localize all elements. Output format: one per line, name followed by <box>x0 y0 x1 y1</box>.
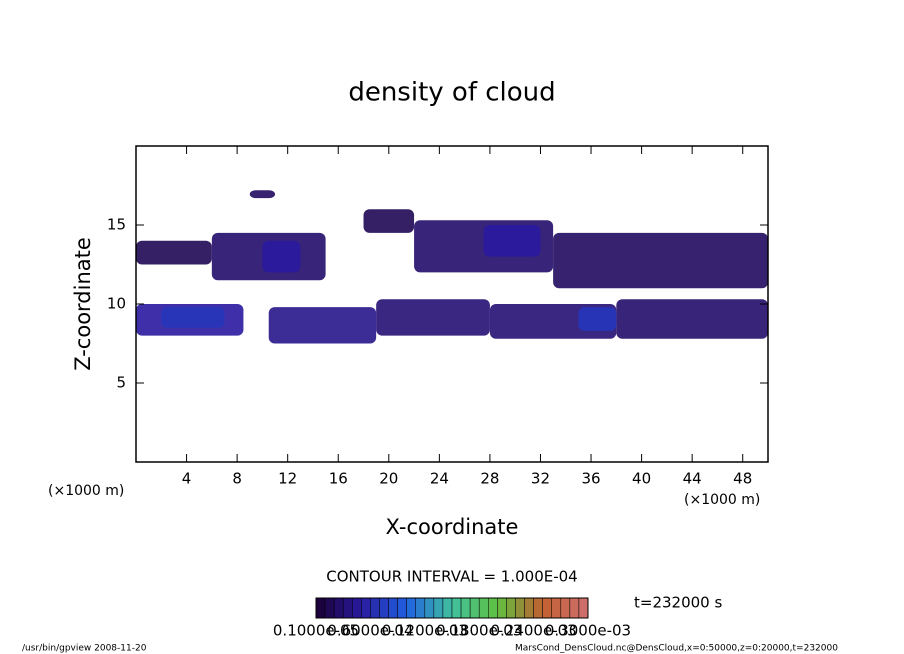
colorbar-frame <box>315 597 589 619</box>
colorbar-label: 0.6000e-04 <box>327 622 413 640</box>
colorbar-cell <box>524 597 534 619</box>
colorbar-cell <box>370 597 380 619</box>
colorbar-label: 0.1200e-03 <box>382 622 468 640</box>
time-label: t=232000 s <box>634 594 722 612</box>
contour-region <box>578 307 617 331</box>
contour-region <box>262 240 301 273</box>
colorbar-cell <box>478 597 489 619</box>
footer-right: MarsCond_DensCloud.nc@DensCloud,x=0:5000… <box>515 644 838 654</box>
contour-region <box>268 307 377 344</box>
contour-region <box>553 232 768 289</box>
colorbar-cell <box>361 597 371 619</box>
contour-region <box>136 240 212 265</box>
x-tick-label: 20 <box>379 470 398 488</box>
contour-region <box>363 209 415 233</box>
colorbar-cell <box>497 597 507 619</box>
colorbar-cell <box>551 597 562 619</box>
colorbar-cell <box>460 597 471 619</box>
colorbar-cell <box>424 597 435 619</box>
colorbar-cell <box>488 597 498 619</box>
x-axis-label: X-coordinate <box>386 515 519 539</box>
x-tick-label: 8 <box>232 470 242 488</box>
colorbar-cell <box>379 597 389 619</box>
x-tick-label: 4 <box>182 470 192 488</box>
colorbar-cell <box>451 597 462 619</box>
y-tick-label: 15 <box>107 216 126 234</box>
x-unit: (×1000 m) <box>48 483 124 499</box>
y-tick-label: 5 <box>116 374 126 392</box>
contour-region <box>376 299 490 336</box>
colorbar-cell <box>352 597 362 619</box>
colorbar-cell <box>324 597 335 619</box>
x-tick-label: 36 <box>581 470 600 488</box>
colorbar-label: 0.2400e-03 <box>490 622 576 640</box>
contour-region <box>161 307 225 328</box>
colorbar-cell <box>388 597 398 619</box>
colorbar-cell <box>315 597 326 619</box>
colorbar-cell <box>506 597 516 619</box>
colorbar-cell <box>433 597 444 619</box>
x-tick-label: 44 <box>683 470 702 488</box>
contour-region <box>483 225 541 257</box>
x-tick-label: 12 <box>278 470 297 488</box>
x-tick-label: 24 <box>430 470 449 488</box>
colorbar-label: 0.1000e-05 <box>273 622 359 640</box>
x-tick-label: 48 <box>733 470 752 488</box>
colorbar-label: 0.1800e-03 <box>436 622 522 640</box>
x-unit: (×1000 m) <box>684 492 760 508</box>
x-tick-label: 28 <box>480 470 499 488</box>
colorbar-cell <box>333 597 344 619</box>
colorbar-cell <box>442 597 453 619</box>
contour-region <box>249 190 276 199</box>
colorbar-cell <box>415 597 426 619</box>
colorbar-cell <box>542 597 552 619</box>
colorbar-cell <box>342 597 353 619</box>
colorbar-cell <box>469 597 480 619</box>
contour-region <box>616 299 768 339</box>
x-tick-label: 16 <box>329 470 348 488</box>
colorbar-cell <box>569 597 580 619</box>
x-tick-label: 32 <box>531 470 550 488</box>
colorbar-cell <box>533 597 543 619</box>
chart-title: density of cloud <box>348 78 555 108</box>
contour-interval: CONTOUR INTERVAL = 1.000E-04 <box>326 568 577 586</box>
colorbar-cell <box>406 597 416 619</box>
colorbar-cell <box>397 597 407 619</box>
colorbar-cell <box>515 597 525 619</box>
colorbar-cell <box>560 597 571 619</box>
y-tick-label: 10 <box>107 295 126 313</box>
y-axis-label: Z-coordinate <box>71 237 95 371</box>
footer-left: /usr/bin/gpview 2008-11-20 <box>22 644 147 654</box>
colorbar-cell <box>578 597 589 619</box>
colorbar-label: 0.3000e-03 <box>545 622 631 640</box>
x-tick-label: 40 <box>632 470 651 488</box>
